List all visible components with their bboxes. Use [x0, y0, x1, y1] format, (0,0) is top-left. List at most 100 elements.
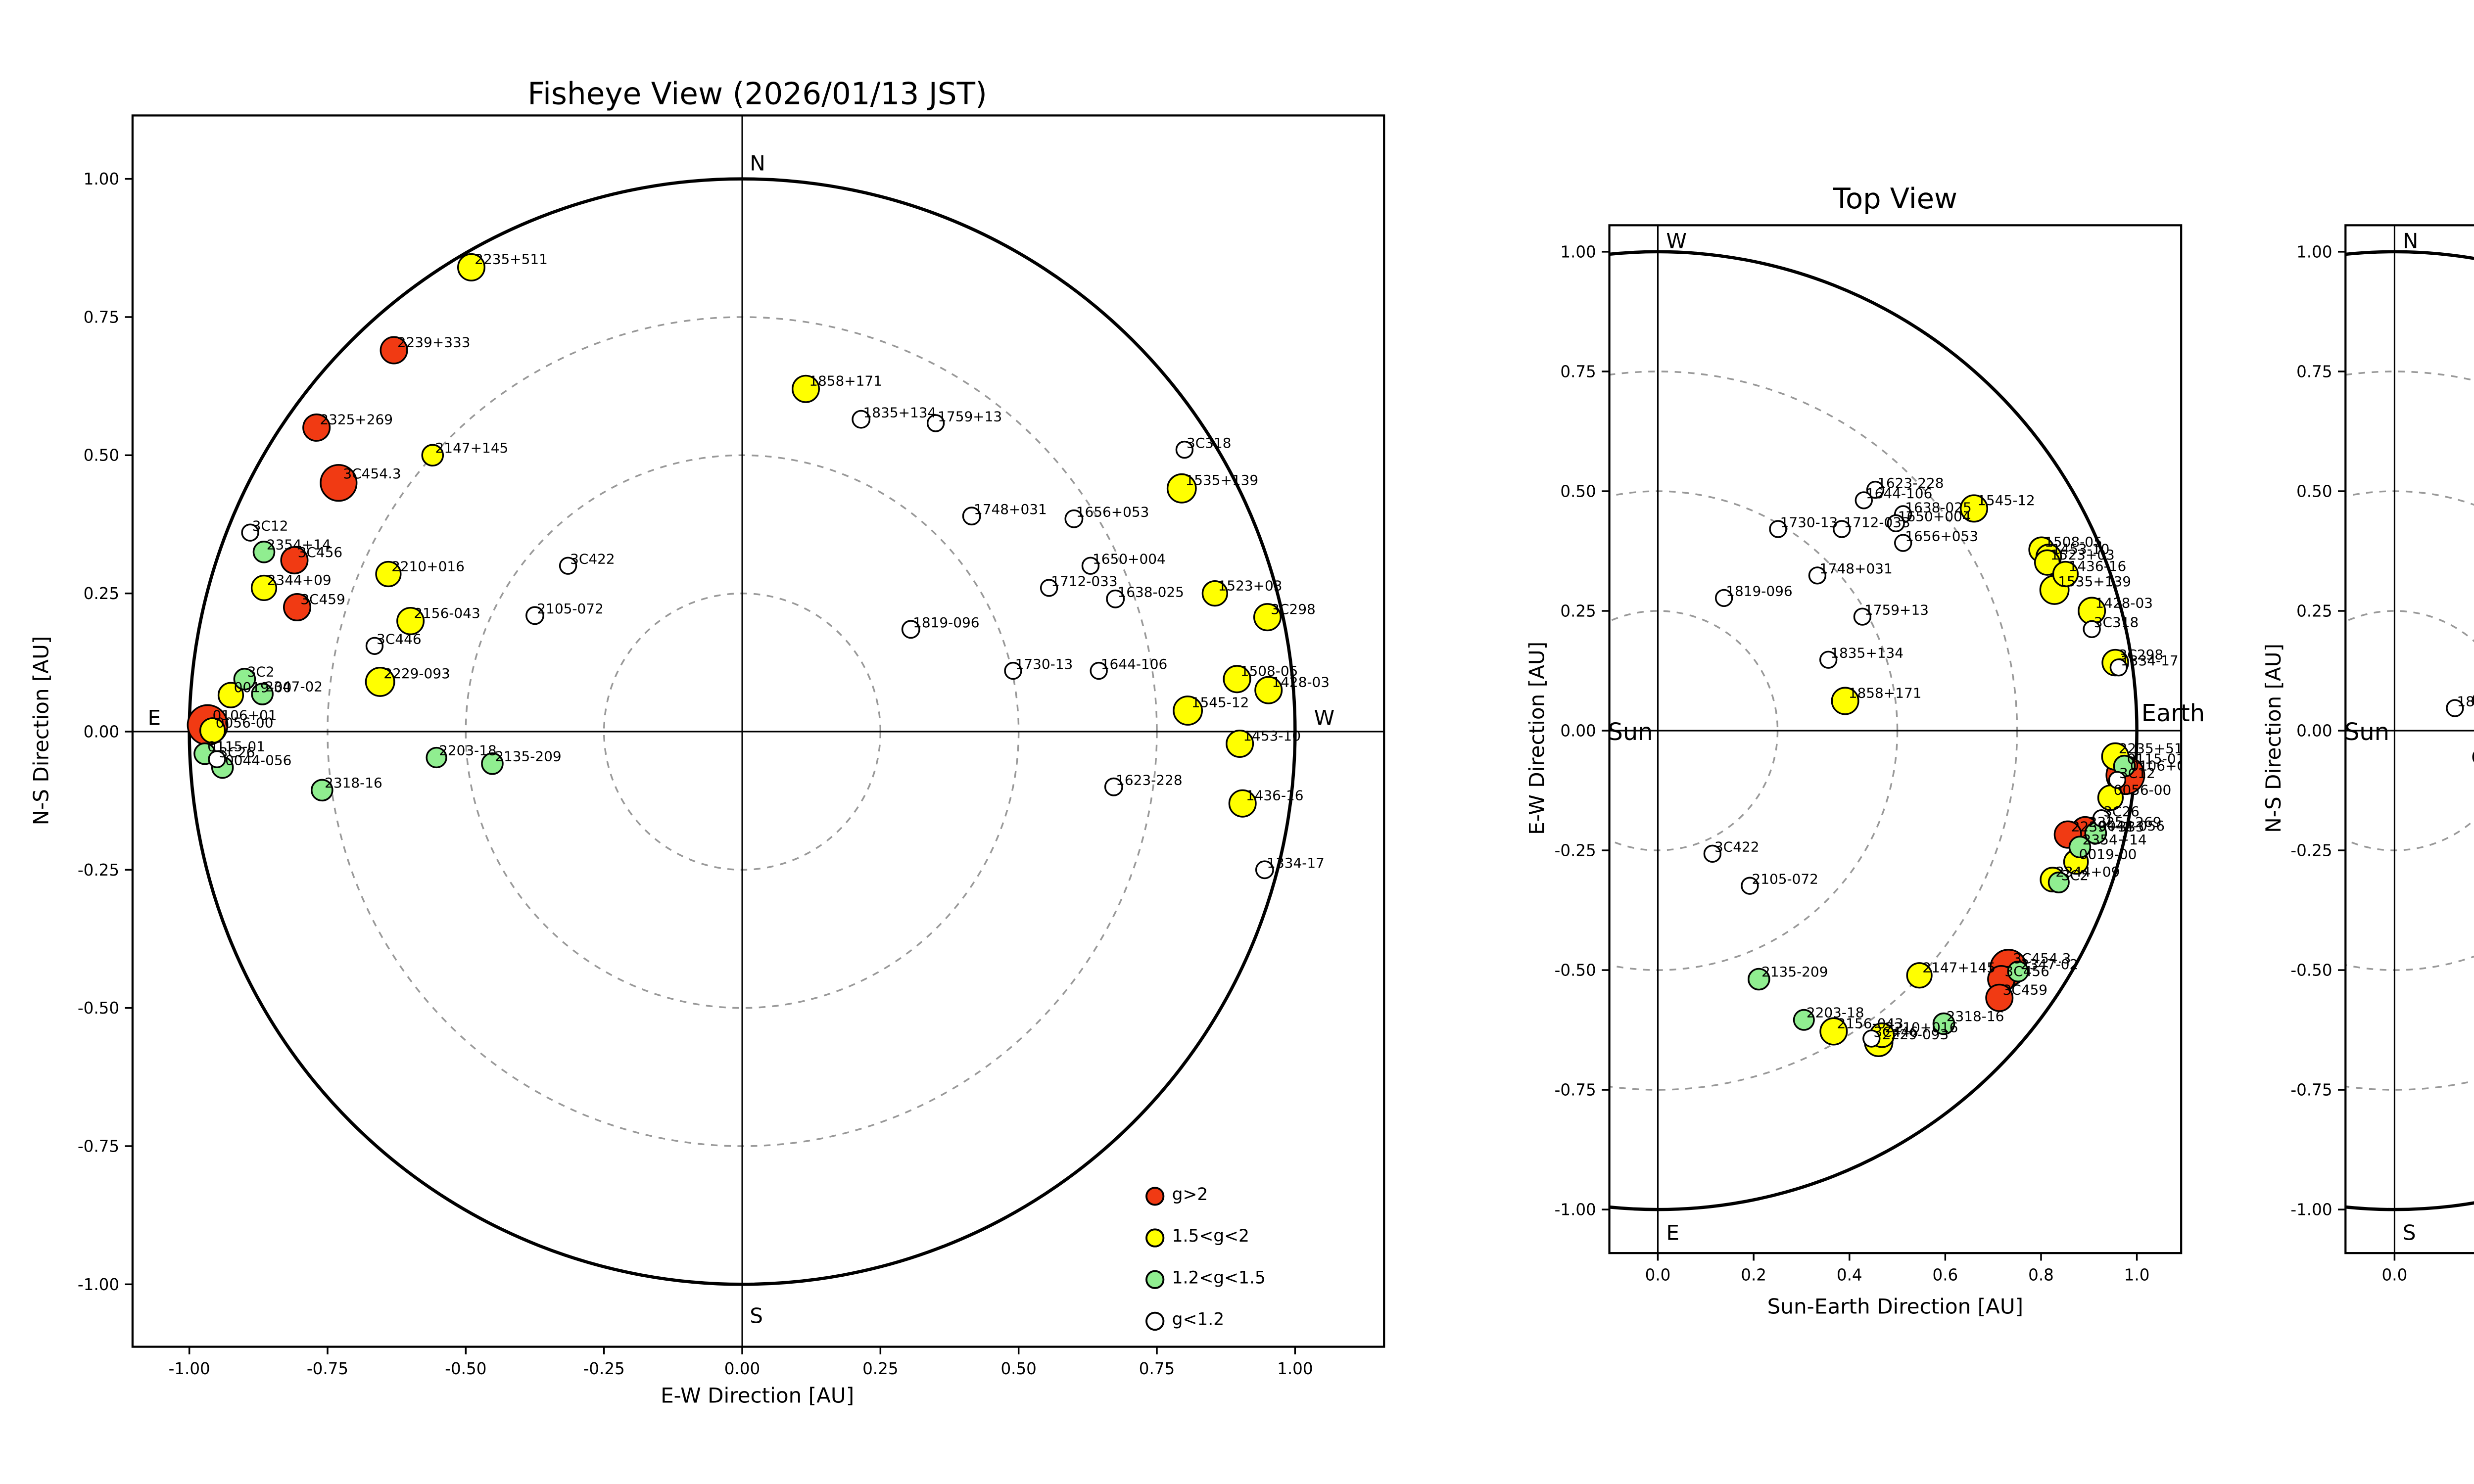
- x-tick-label: -1.00: [169, 1359, 210, 1378]
- data-point-label: 2347-02: [265, 679, 323, 695]
- data-point: [1226, 730, 1254, 758]
- data-point: [1985, 983, 2014, 1012]
- data-point-label: 2210+016: [1885, 1020, 1958, 1036]
- data-point-label: 1650+004: [1898, 509, 1971, 525]
- legend-item: 1.5<g<2: [1145, 1217, 1266, 1258]
- data-point: [1808, 566, 1827, 585]
- data-point-label: 2203-18: [439, 742, 497, 758]
- data-point-label: 2105-072: [1752, 871, 1818, 887]
- data-point-label: 1819-096: [913, 614, 979, 631]
- legend-item: 1.2<g<1.5: [1145, 1259, 1266, 1300]
- data-point-label: 0019-00: [234, 679, 292, 696]
- top-xaxis-label: Sun-Earth Direction [AU]: [1767, 1295, 2024, 1320]
- data-point: [852, 410, 871, 429]
- data-point: [1819, 1017, 1848, 1046]
- data-point-label: 3C454.3: [343, 465, 401, 482]
- data-point-label: 2156-043: [1837, 1015, 1903, 1031]
- data-point-label: 0115-01: [207, 738, 265, 754]
- y-tick-label: -0.50: [2290, 961, 2332, 980]
- x-tick-label: 0.8: [2028, 1266, 2054, 1285]
- data-point: [2052, 560, 2079, 588]
- direction-label-sun: Sun: [1608, 719, 1653, 746]
- data-point: [1833, 520, 1851, 538]
- data-point-label: 2235+511: [475, 251, 548, 268]
- data-point-label: 0044-056: [225, 752, 291, 768]
- data-point-label: 3C454.3: [2013, 950, 2071, 967]
- data-point-label: 1759+13: [938, 408, 1002, 424]
- data-point: [2068, 835, 2092, 859]
- data-point: [481, 752, 504, 775]
- data-point: [426, 746, 447, 769]
- data-point-label: 2239+333: [397, 334, 471, 350]
- data-point: [2446, 699, 2464, 717]
- data-point-label: 1638-025: [1905, 499, 1971, 515]
- data-point: [1106, 589, 1125, 608]
- direction-label-e: E: [147, 706, 161, 730]
- data-point: [208, 750, 226, 768]
- y-tick-label: 0.50: [1560, 482, 1596, 501]
- data-point-label: 3C456: [2004, 963, 2049, 979]
- data-point-label: 1858+171: [809, 373, 882, 389]
- legend-marker-icon: [1145, 1228, 1165, 1248]
- y-tick-label: -0.75: [78, 1137, 119, 1156]
- data-point-label: 1748+031: [1819, 560, 1893, 577]
- fisheye-title: Fisheye View (2026/01/13 JST): [527, 76, 987, 112]
- data-point-label: 3C318: [1187, 435, 1232, 451]
- y-tick-label: 0.25: [2296, 602, 2332, 620]
- y-tick-label: 0.00: [84, 722, 119, 741]
- data-point: [1741, 877, 1759, 895]
- data-point: [365, 637, 384, 655]
- data-point: [1853, 607, 1872, 626]
- data-point-label: 3C26: [219, 744, 255, 761]
- direction-label-n: N: [750, 151, 765, 175]
- data-point-label: 1656+053: [1905, 528, 1978, 544]
- top-panel: 0106+01 3C454.3 1535+139 2229-093 1545-12 142…: [1555, 224, 2205, 1285]
- data-point-label: 1545-12: [1977, 492, 2035, 509]
- data-point-label: 2347-02: [2021, 956, 2079, 973]
- data-point: [252, 541, 276, 563]
- data-point-label: 2105-072: [537, 601, 603, 617]
- data-point-label: 3C2: [247, 664, 275, 680]
- direction-label-e: E: [1666, 1220, 1679, 1245]
- data-point: [901, 620, 920, 639]
- data-point: [1201, 580, 1228, 607]
- data-point-label: 2135-209: [495, 748, 561, 764]
- axes-box: [1608, 224, 2183, 1254]
- data-point: [1831, 687, 1859, 715]
- y-tick-label: -1.00: [1555, 1201, 1596, 1219]
- x-tick-label: 0.6: [1933, 1266, 1958, 1285]
- direction-label-n: N: [2403, 229, 2418, 253]
- data-point: [457, 253, 486, 281]
- data-point-label: 1835+134: [863, 404, 937, 420]
- data-point: [1793, 1009, 1815, 1031]
- data-point: [2108, 771, 2127, 789]
- y-tick-label: 0.75: [84, 308, 119, 326]
- x-tick-label: 0.25: [862, 1359, 898, 1378]
- data-point: [302, 413, 331, 442]
- fisheye-yaxis-label: N-S Direction [AU]: [29, 636, 54, 826]
- data-point-label: 1650+004: [1093, 551, 1166, 567]
- data-point-label: 1712-033: [1051, 573, 1117, 589]
- data-point: [1862, 1029, 1881, 1048]
- y-tick-label: -0.75: [2290, 1081, 2332, 1100]
- data-point-label: 2325+269: [320, 412, 393, 428]
- x-tick-label: 0.50: [1000, 1359, 1036, 1378]
- data-point: [1104, 777, 1123, 796]
- data-point-label: 1819-096: [1726, 583, 1792, 600]
- y-tick-label: -0.75: [1555, 1081, 1596, 1100]
- data-point: [1166, 473, 1197, 504]
- data-point: [1894, 534, 1912, 552]
- data-point-label: 1819-096: [2457, 693, 2474, 709]
- data-point: [2083, 620, 2101, 638]
- data-point-label: 3C459: [2002, 982, 2047, 998]
- data-point: [559, 556, 577, 575]
- data-point-label: 2210+016: [391, 558, 465, 574]
- data-point-label: 1858+171: [1849, 685, 1922, 701]
- x-tick-label: 0.0: [2382, 1266, 2408, 1285]
- x-tick-label: 0.2: [1741, 1266, 1766, 1285]
- data-point: [1004, 661, 1022, 680]
- direction-label-sun: Sun: [2344, 719, 2389, 746]
- legend-item: g<1.2: [1145, 1300, 1266, 1342]
- legend-label: g<1.2: [1172, 1311, 1225, 1331]
